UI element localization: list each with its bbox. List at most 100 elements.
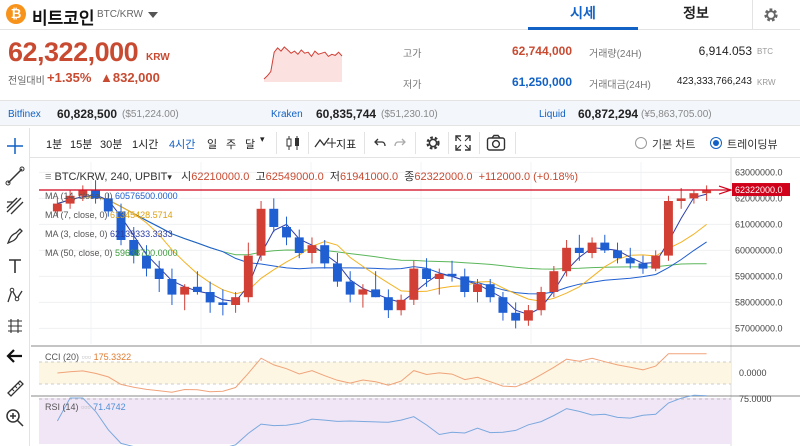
price-chart[interactable]: 63000000.0 62000000.0 61000000.0 60000000.0… (31, 158, 800, 446)
last-price-arrow (718, 185, 733, 195)
exchange-price: 60,828,500 (57, 107, 118, 121)
exchange-name[interactable]: Bitfinex (8, 109, 41, 120)
low-label: 저 (329, 171, 340, 183)
candle (294, 237, 304, 253)
change-amount: ▲832,000 (100, 70, 160, 85)
crosshair-icon[interactable] (5, 136, 25, 156)
sparkline-line (263, 46, 343, 80)
low-value: 61,250,000 (511, 75, 572, 89)
interval-day[interactable]: 일 (207, 139, 218, 151)
exchange-name[interactable]: Liquid (539, 109, 566, 120)
ma-line (57, 193, 707, 316)
candle (243, 255, 253, 298)
indicator-label[interactable]: 지표 (336, 139, 357, 151)
pattern-icon[interactable] (5, 286, 25, 306)
volume-label: 거래량(24H) (589, 49, 642, 60)
gear-icon[interactable] (760, 4, 782, 26)
tab-info[interactable]: 정보 (683, 5, 709, 21)
ma-legend-item[interactable]: MA (3, close, 0) 62139333.3333 (45, 229, 173, 239)
divider (364, 132, 365, 154)
candle (409, 268, 419, 300)
camera-icon[interactable] (486, 134, 506, 152)
close-value: 62322000.0 (414, 171, 473, 183)
interval-1m[interactable]: 1분 (46, 139, 63, 151)
interval-month[interactable]: 달 (245, 139, 256, 151)
tab-price[interactable]: 시세 (528, 0, 638, 30)
coin-pair: BTC/KRW (97, 9, 143, 20)
change-label: 전일대비 (8, 76, 45, 87)
candle (523, 310, 533, 321)
interval-15m[interactable]: 15분 (70, 139, 93, 151)
open-label: 시 (181, 171, 192, 183)
bitcoin-icon: ₿ (6, 4, 26, 24)
interval-1h[interactable]: 1시간 (132, 139, 159, 151)
candle (180, 286, 190, 295)
brush-icon[interactable] (5, 226, 25, 246)
candle (231, 297, 241, 305)
indicator-icon[interactable] (314, 135, 336, 151)
divider (515, 132, 516, 154)
basic-chart-label[interactable]: 기본 차트 (652, 139, 696, 151)
gear-icon[interactable] (423, 133, 443, 153)
divider (276, 132, 277, 154)
candle (116, 211, 126, 240)
tradingview-label[interactable]: 트레이딩뷰 (727, 139, 778, 151)
text-tool-icon[interactable] (5, 256, 25, 276)
low-label: 저가 (403, 80, 422, 91)
amount-label: 거래대금(24H) (589, 80, 651, 91)
ma-legend-item[interactable]: MA (14, close, 0) 60576500.0000 (45, 191, 178, 201)
candle (651, 255, 661, 269)
tradingview-radio[interactable] (710, 137, 722, 149)
change-value: +112000.0 (+0.18%) (478, 171, 579, 183)
ma-legend-item[interactable]: MA (7, close, 0) 61345428.5714 (45, 210, 173, 220)
y-tick-label: 58000000.0 (735, 297, 783, 307)
zoom-icon[interactable] (5, 408, 25, 428)
candle (167, 279, 177, 295)
drawing-toolbar (0, 128, 30, 446)
rsi-line (56, 394, 707, 446)
back-arrow-icon[interactable] (5, 346, 25, 366)
basic-chart-radio[interactable] (635, 137, 647, 149)
candle (447, 273, 457, 277)
candle (91, 190, 101, 199)
divider (415, 132, 416, 154)
undo-icon[interactable] (372, 136, 386, 150)
interval-week[interactable]: 주 (226, 139, 237, 151)
candle (282, 227, 291, 238)
candle (307, 245, 317, 253)
price-currency: KRW (146, 52, 170, 63)
candle (192, 286, 202, 292)
chevron-down-icon[interactable]: ▾ (260, 134, 265, 144)
price-sparkline (263, 46, 343, 82)
candle (422, 268, 432, 279)
divider (752, 0, 753, 30)
cci-legend[interactable]: CCI (20) ▫▫▫ 175.3322 (45, 352, 132, 362)
y-tick-label: 62000000.0 (735, 193, 783, 203)
last-price-label: 62322000.0 (735, 185, 783, 195)
exchange-name[interactable]: Kraken (271, 109, 303, 120)
candle (562, 247, 572, 272)
cci-line (57, 353, 707, 393)
fullscreen-icon[interactable] (454, 134, 472, 152)
rsi-legend[interactable]: RSI (14) ▫▫▫ 71.4742 (45, 402, 126, 412)
ma-legend-item[interactable]: MA (50, close, 0) 59638700.0000 (45, 248, 178, 258)
redo-icon[interactable] (394, 136, 408, 150)
ruler-icon[interactable] (5, 378, 25, 398)
candle (52, 203, 62, 212)
candle (332, 263, 342, 282)
chevron-down-icon[interactable] (148, 12, 158, 18)
fib-icon[interactable] (5, 196, 25, 216)
y-tick-label: 60000000.0 (735, 245, 783, 255)
trendline-icon[interactable] (5, 166, 25, 186)
rsi-top-label: 75.0000 (739, 394, 772, 404)
candle (434, 273, 444, 279)
ma-line (57, 196, 707, 295)
candle (663, 201, 673, 256)
candle (574, 247, 584, 253)
chart-canvas[interactable]: 63000000.0 62000000.0 61000000.0 60000000.0… (31, 158, 800, 446)
interval-4h[interactable]: 4시간 (169, 139, 196, 151)
symbol-line[interactable]: BTC/KRW, 240, UPBIT (54, 171, 168, 183)
interval-30m[interactable]: 30분 (100, 139, 123, 151)
candle-style-icon[interactable] (284, 134, 302, 152)
forecast-icon[interactable] (5, 316, 25, 336)
